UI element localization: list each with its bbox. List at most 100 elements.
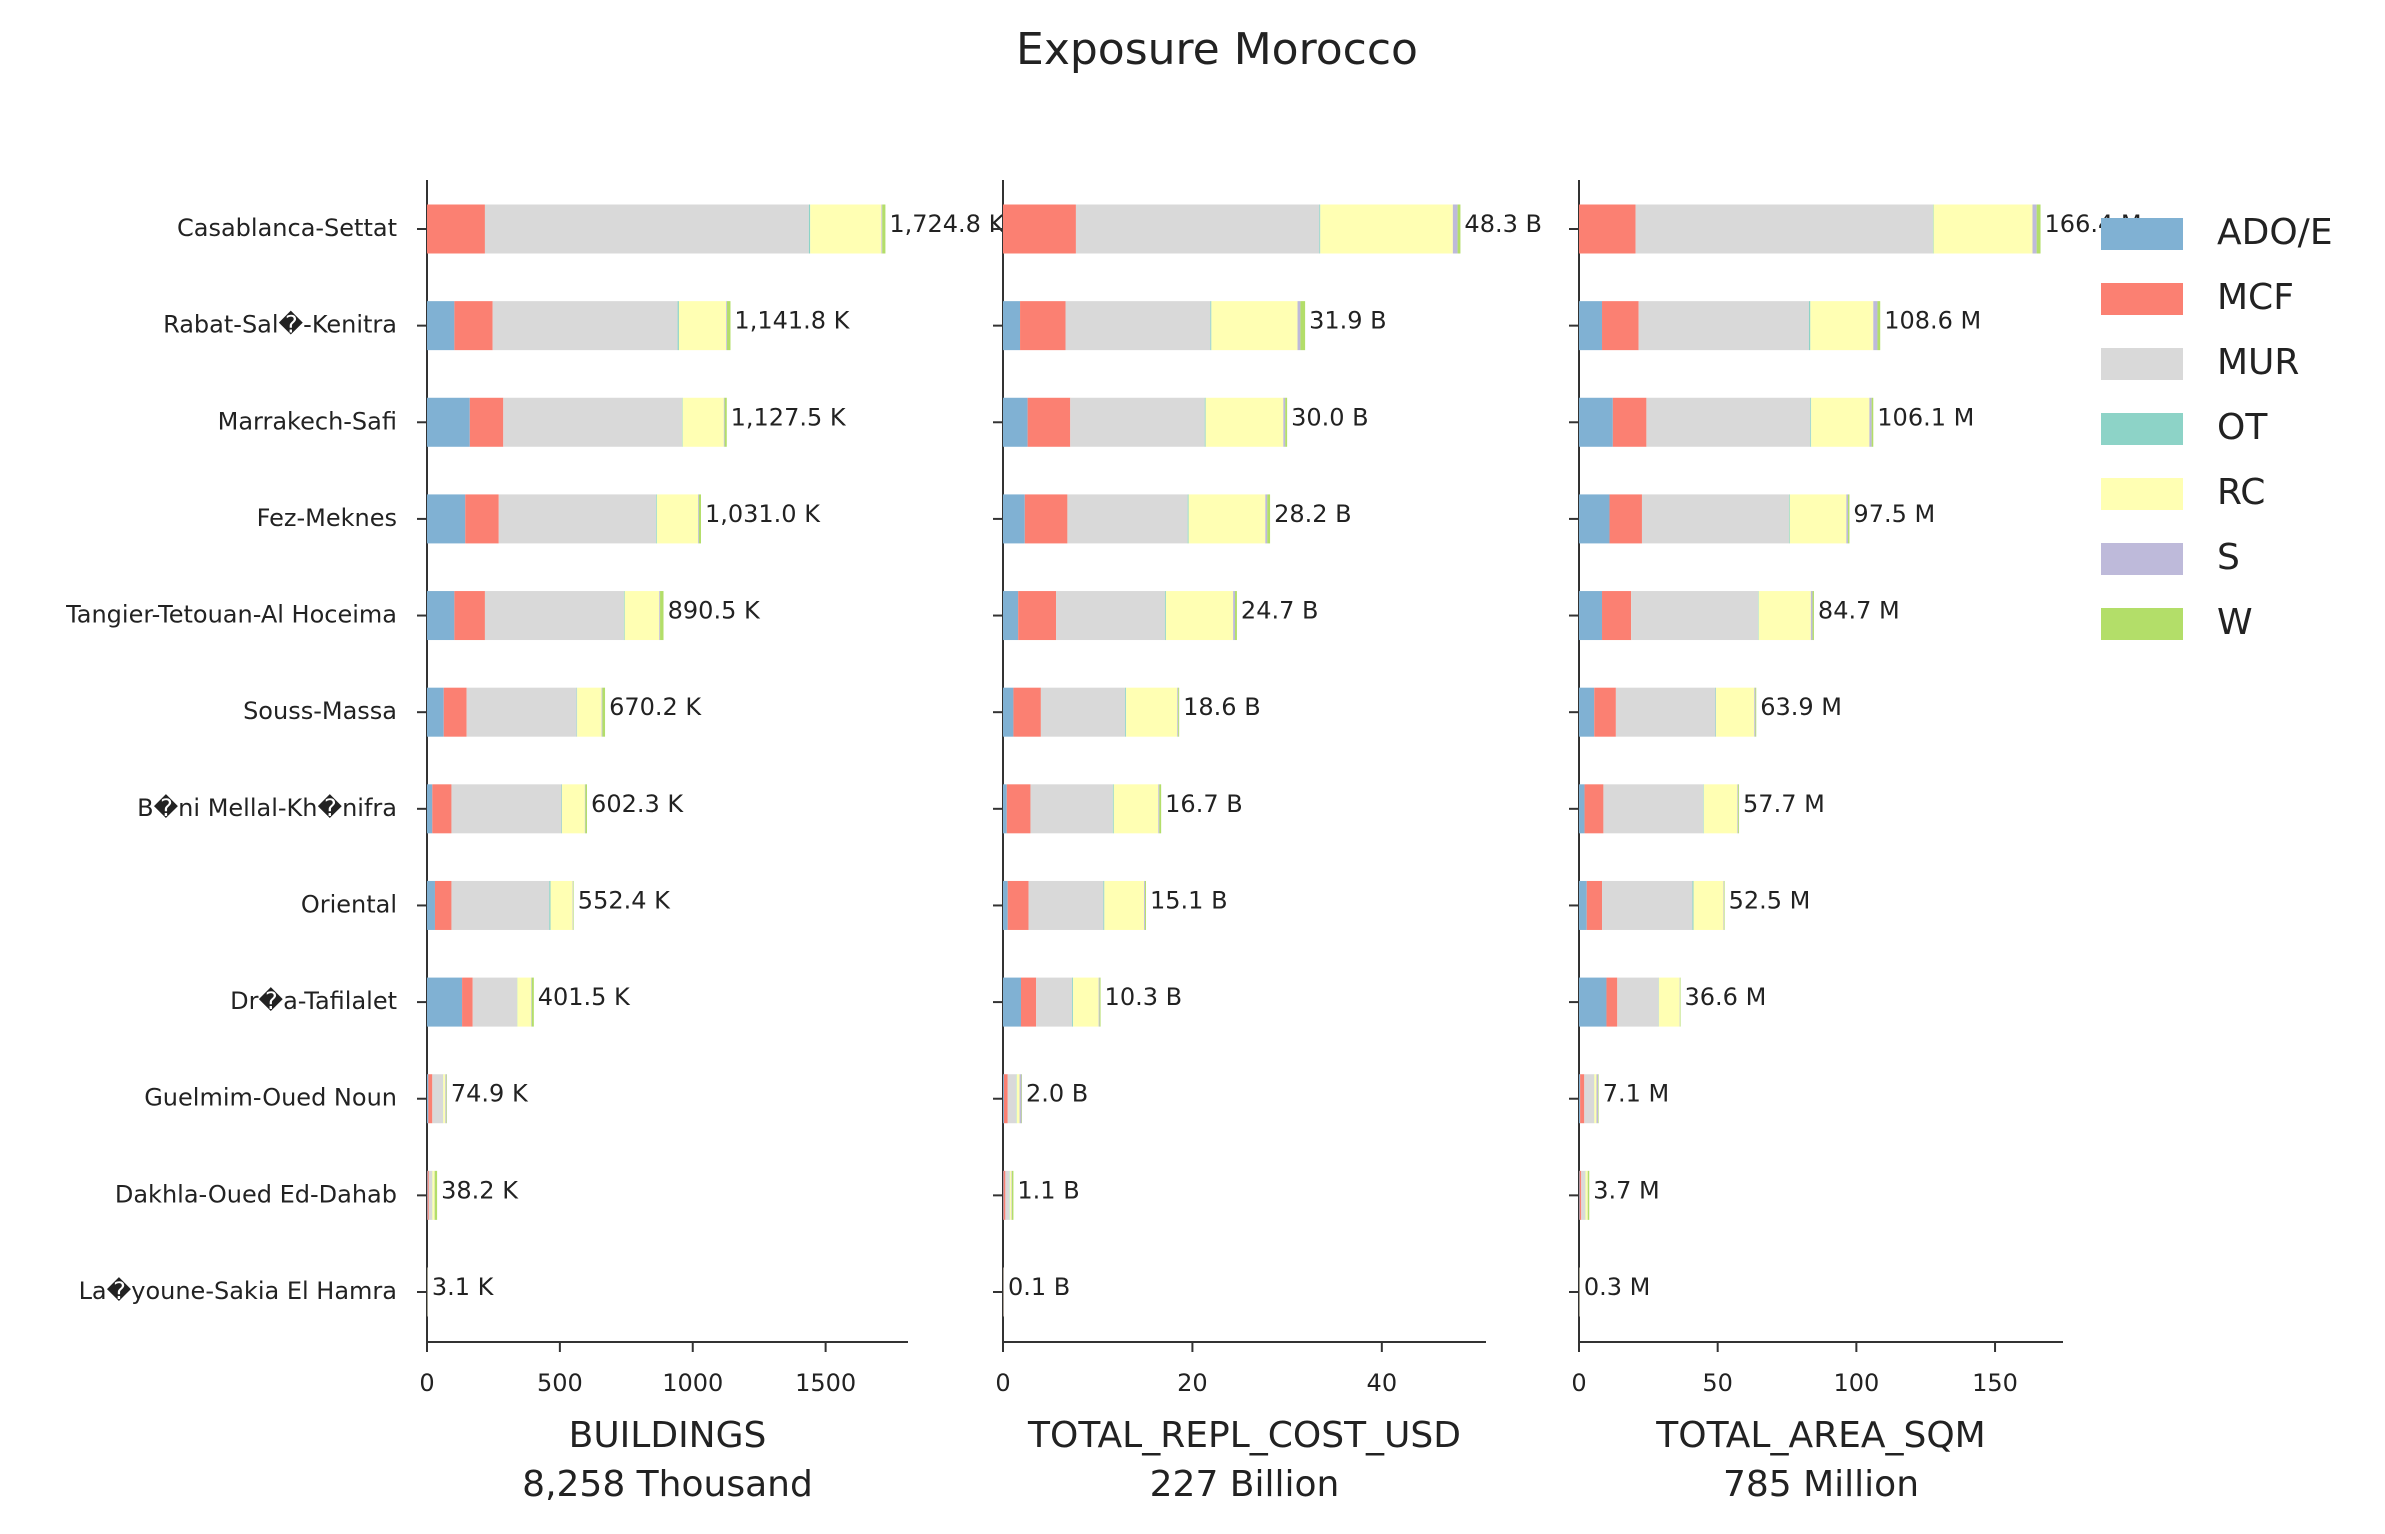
bar-segment xyxy=(1113,784,1159,834)
bar-segment xyxy=(1579,880,1587,930)
bar-segment xyxy=(1598,1074,1599,1124)
bar-segment xyxy=(808,204,811,254)
bar-segment xyxy=(1013,687,1041,737)
bar-segment xyxy=(1758,591,1811,641)
total-label: 74.9 K xyxy=(451,1080,529,1108)
legend-label: RC xyxy=(2217,472,2265,513)
bar-segment xyxy=(584,784,586,834)
bar-segment xyxy=(1692,880,1694,930)
bar-segment xyxy=(656,494,657,544)
legend-label: MUR xyxy=(2217,342,2299,383)
bar-segment xyxy=(1125,687,1127,737)
total-label: 602.3 K xyxy=(591,790,684,818)
bar-segment xyxy=(1112,784,1114,834)
bar-segment xyxy=(1319,204,1321,254)
x-axis-label: 8,258 Thousand xyxy=(522,1464,813,1505)
y-tick-label: Dr�a-Tafilalet xyxy=(230,987,397,1015)
bar-segment xyxy=(1003,494,1025,544)
total-label: 10.3 B xyxy=(1105,983,1183,1011)
bar-segment xyxy=(1016,1074,1020,1124)
bar-segment xyxy=(1320,204,1453,254)
legend-swatch xyxy=(2101,543,2183,575)
bar-segment xyxy=(881,204,883,254)
bar-segment xyxy=(1579,1074,1581,1124)
bar-segment xyxy=(1584,1074,1594,1124)
bar-segment xyxy=(451,784,562,834)
total-label: 57.7 M xyxy=(1743,790,1825,818)
bar-segment xyxy=(1579,784,1585,834)
bar-segment xyxy=(427,1074,429,1124)
legend-swatch xyxy=(2101,218,2183,250)
x-tick-label: 500 xyxy=(537,1369,583,1397)
total-label: 38.2 K xyxy=(441,1176,519,1204)
bar-segment xyxy=(1188,494,1266,544)
bar-segment xyxy=(1754,687,1756,737)
x-tick-label: 0 xyxy=(1571,1369,1586,1397)
bar-segment xyxy=(1631,591,1759,641)
bar-segment xyxy=(561,784,585,834)
total-label: 670.2 K xyxy=(609,693,702,721)
bar-segment xyxy=(427,784,433,834)
bar-segment xyxy=(462,977,473,1027)
bar-segment xyxy=(656,494,699,544)
total-label: 36.6 M xyxy=(1685,983,1767,1011)
bar-segment xyxy=(724,397,727,447)
total-label: 890.5 K xyxy=(668,597,761,625)
bar-segment xyxy=(1005,1170,1010,1220)
x-tick-label: 1000 xyxy=(662,1369,723,1397)
bar-segment xyxy=(1233,591,1236,641)
bar-segment xyxy=(1596,1074,1599,1124)
bar-segment xyxy=(454,301,493,351)
bar-segment xyxy=(1811,397,1870,447)
x-axis-label: TOTAL_AREA_SQM xyxy=(1655,1415,1985,1456)
bar-segment xyxy=(1602,301,1639,351)
bar-segment xyxy=(1877,301,1881,351)
bar-segment xyxy=(427,977,463,1027)
bar-segment xyxy=(472,977,518,1027)
total-label: 106.1 M xyxy=(1877,403,1974,431)
bar-segment xyxy=(1098,977,1100,1027)
total-label: 3.1 K xyxy=(432,1273,495,1301)
bar-segment xyxy=(1594,1074,1597,1124)
legend-label: S xyxy=(2217,537,2240,578)
total-label: 1,127.5 K xyxy=(731,403,847,431)
bar-segment xyxy=(466,687,577,737)
total-label: 15.1 B xyxy=(1150,886,1228,914)
legend-swatch xyxy=(2101,608,2183,640)
bar-segment xyxy=(1019,1074,1022,1124)
bar-segment xyxy=(726,301,728,351)
bar-segment xyxy=(1177,687,1179,737)
bar-segment xyxy=(623,591,625,641)
x-axis-label: BUILDINGS xyxy=(569,1415,767,1456)
total-label: 401.5 K xyxy=(538,983,631,1011)
bar-segment xyxy=(427,204,485,254)
bar-segment xyxy=(727,301,731,351)
x-tick-label: 40 xyxy=(1367,1369,1398,1397)
bar-segment xyxy=(1457,204,1461,254)
bar-segment xyxy=(1679,977,1681,1027)
bar-segment xyxy=(1158,784,1160,834)
bar-segment xyxy=(549,880,551,930)
total-label: 52.5 M xyxy=(1729,886,1811,914)
bar-segment xyxy=(810,204,882,254)
bar-segment xyxy=(1187,494,1189,544)
bar-segment xyxy=(1211,301,1298,351)
bar-segment xyxy=(427,1170,428,1220)
bar-segment xyxy=(1606,977,1618,1027)
legend-swatch xyxy=(2101,348,2183,380)
bar-segment xyxy=(1205,397,1284,447)
bar-segment xyxy=(1011,1170,1014,1220)
total-label: 1,724.8 K xyxy=(889,210,1005,238)
bar-segment xyxy=(1758,591,1759,641)
y-tick-label: Marrakech-Safi xyxy=(218,407,397,435)
bar-segment xyxy=(1603,784,1704,834)
bar-segment xyxy=(1617,977,1659,1027)
total-label: 108.6 M xyxy=(1884,307,1981,335)
bar-segment xyxy=(1040,687,1126,737)
x-tick-label: 0 xyxy=(419,1369,434,1397)
bar-segment xyxy=(1703,784,1738,834)
bar-segment xyxy=(1103,880,1105,930)
total-label: 7.1 M xyxy=(1603,1080,1670,1108)
x-tick-label: 20 xyxy=(1177,1369,1208,1397)
chart-title: Exposure Morocco xyxy=(1016,24,1418,75)
